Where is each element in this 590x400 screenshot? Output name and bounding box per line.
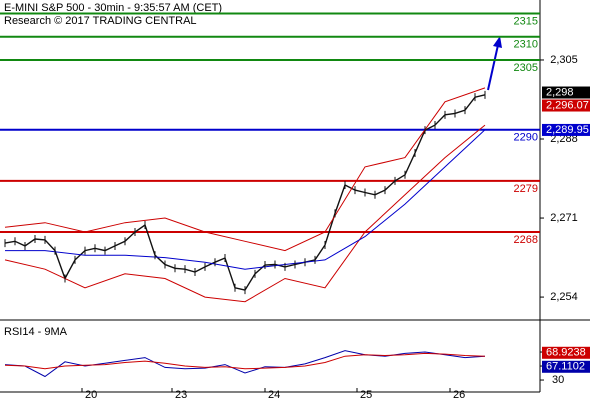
level-label: 2315 [514,15,538,27]
level-label: 2268 [514,234,538,246]
arrow-head [493,36,502,48]
price-label: 2,298 [546,86,574,98]
y-tick-label: 2,305 [550,54,578,66]
level-label: 2305 [514,62,538,74]
price-label-box [542,86,590,99]
rsi-label-box [542,360,590,373]
chart-subtitle: Research © 2017 TRADING CENTRAL [4,15,197,27]
series-line [4,124,486,303]
x-tick-label: 20 [85,389,97,400]
series-line [5,129,486,270]
price-label-box [542,99,590,112]
x-tick-label: 24 [268,389,280,400]
y-tick-label: 2,271 [550,212,578,224]
chart-title: E-MINI S&P 500 - 30min - 9:35:57 AM (CET… [4,2,222,14]
level-label: 2279 [514,183,538,195]
series-line [4,352,486,370]
price-label: 2,296.07 [546,99,589,111]
arrow [487,44,499,91]
level-label: 2290 [514,132,538,144]
series-line [4,87,486,252]
rsi-label-box [542,346,590,359]
rsi-label: 68.9238 [546,347,586,359]
x-tick-label: 26 [453,389,465,400]
rsi-title: RSI14 - 9MA [4,326,68,338]
series-line [4,350,486,378]
y-tick-label: 2,254 [550,291,578,303]
x-tick-label: 25 [360,389,372,400]
x-tick-label: 23 [175,389,187,400]
rsi-label: 67.1102 [546,361,585,373]
price-label-box [542,123,590,136]
level-label: 2310 [514,39,538,51]
y-tick-label: 30 [552,374,564,386]
price-label: 2,289.95 [546,124,589,136]
